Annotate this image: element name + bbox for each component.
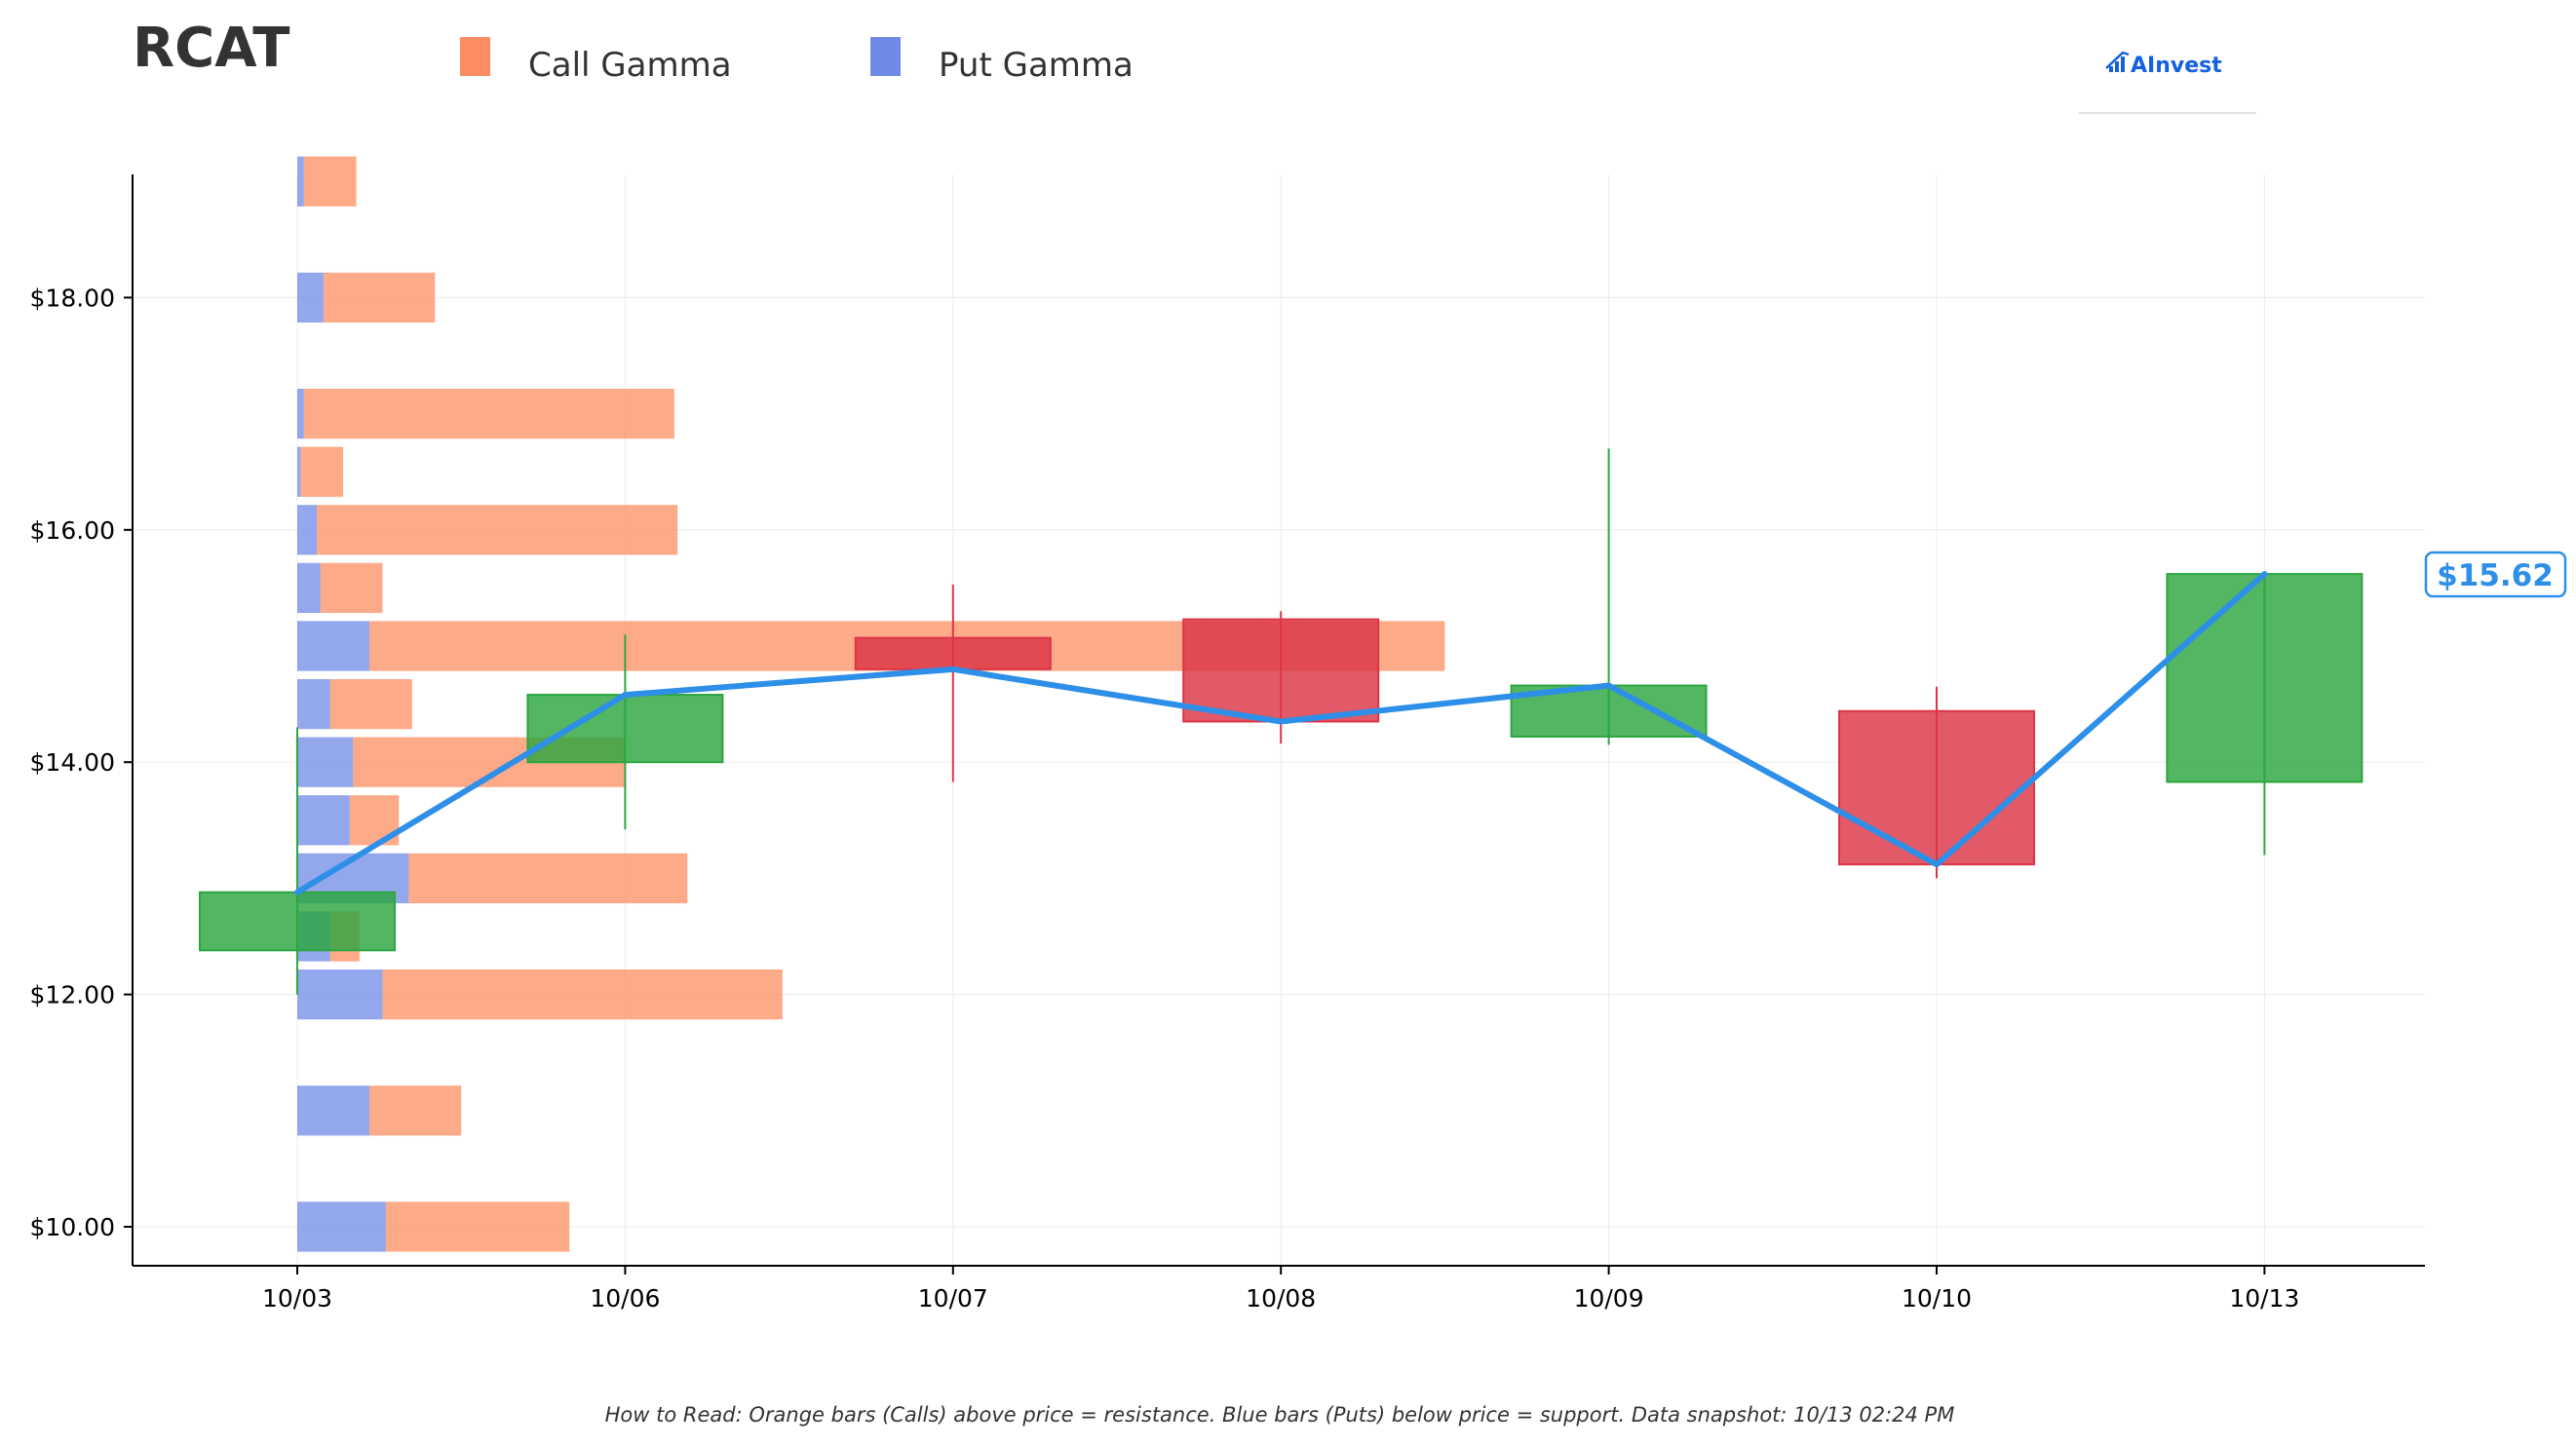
candle-body-0 [199, 891, 396, 952]
put-gamma-bar-10 [297, 505, 318, 555]
put-gamma-bar-8 [297, 621, 370, 671]
candle-body-6 [2166, 573, 2364, 783]
x-tick-label-6: 10/13 [2229, 1284, 2299, 1313]
gamma-bars [297, 156, 1445, 1252]
call-gamma-bar-12 [303, 388, 674, 439]
x-tick-label-1: 10/06 [590, 1284, 660, 1313]
ainvest-logo: AInvest [2079, 51, 2256, 114]
put-gamma-bar-13 [297, 272, 324, 323]
current-price-label: $15.62 [2437, 558, 2554, 593]
legend-swatch-put [870, 37, 901, 76]
call-gamma-bar-4 [408, 853, 688, 904]
put-gamma-bar-6 [297, 737, 354, 787]
legend: Call Gamma Put Gamma [460, 37, 1134, 85]
call-gamma-bar-1 [369, 1085, 462, 1136]
call-gamma-bar-14 [303, 156, 357, 207]
current-price-box [2424, 551, 2567, 598]
legend-label-call: Call Gamma [528, 46, 732, 85]
y-tick-label-0: $10.00 [30, 1213, 115, 1241]
candle-body-1 [526, 694, 724, 764]
candle-body-5 [1838, 709, 2035, 866]
put-gamma-bar-1 [297, 1085, 370, 1136]
axes: $10.00 $12.00 $14.00 $16.00 $18.00 10/03 10/06… [30, 174, 2425, 1313]
call-gamma-bar-10 [317, 505, 678, 555]
logo-text: AInvest [2131, 54, 2222, 78]
put-gamma-bar-14 [297, 156, 304, 207]
put-gamma-bar-5 [297, 795, 350, 846]
y-tick-label-4: $18.00 [30, 284, 115, 312]
put-gamma-bar-0 [297, 1201, 386, 1252]
legend-swatch-call [460, 37, 490, 76]
candle-body-2 [854, 636, 1052, 670]
x-tick-label-5: 10/10 [1902, 1284, 1972, 1313]
put-gamma-bar-11 [297, 446, 301, 497]
footer-note: How to Read: Orange bars (Calls) above p… [605, 1403, 1955, 1427]
put-gamma-bar-7 [297, 678, 330, 730]
call-gamma-bar-9 [320, 562, 383, 614]
call-gamma-bar-0 [385, 1201, 570, 1252]
candle-body-3 [1182, 618, 1380, 723]
call-gamma-bar-13 [323, 272, 436, 323]
close-price-line-group [294, 571, 2268, 895]
x-tick-label-0: 10/03 [262, 1284, 332, 1313]
legend-label-put: Put Gamma [939, 46, 1134, 85]
chart-arrow-icon [2105, 51, 2130, 72]
x-tick-label-2: 10/07 [918, 1284, 988, 1313]
call-gamma-bar-7 [329, 678, 412, 730]
put-gamma-bar-12 [297, 388, 304, 439]
chart-title: RCAT [133, 17, 289, 80]
current-price-badge: $15.62 [2424, 551, 2567, 598]
y-tick-label-3: $16.00 [30, 516, 115, 545]
put-gamma-bar-9 [297, 562, 321, 614]
close-price-line [294, 571, 2268, 895]
put-gamma-bar-2 [297, 969, 383, 1020]
call-gamma-bar-2 [382, 969, 783, 1020]
candles [199, 448, 2364, 995]
call-gamma-bar-11 [300, 446, 344, 497]
x-tick-label-4: 10/09 [1574, 1284, 1644, 1313]
y-tick-label-1: $12.00 [30, 981, 115, 1009]
y-tick-label-2: $14.00 [30, 748, 115, 777]
x-tick-label-3: 10/08 [1246, 1284, 1316, 1313]
